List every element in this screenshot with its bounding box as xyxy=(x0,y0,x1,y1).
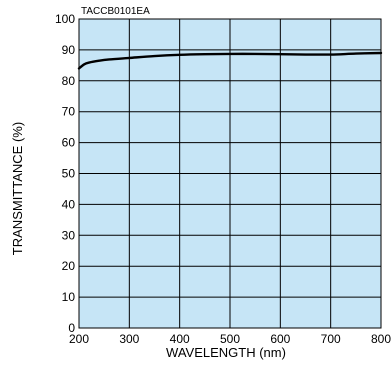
y-tick-label: 40 xyxy=(62,197,76,211)
x-tick-labels: 200 300 400 500 600 700 800 xyxy=(69,332,391,346)
x-tick-label: 200 xyxy=(69,332,89,346)
x-tick-label: 700 xyxy=(321,332,341,346)
x-tick-label: 300 xyxy=(119,332,139,346)
series-line xyxy=(77,51,383,70)
y-tick-label: 30 xyxy=(62,228,76,242)
y-tick-label: 80 xyxy=(62,74,76,88)
x-tick-label: 800 xyxy=(371,332,391,346)
x-tick-label: 500 xyxy=(220,332,240,346)
y-tick-label: 10 xyxy=(62,290,76,304)
y-tick-label: 100 xyxy=(55,12,75,26)
y-tick-label: 0 xyxy=(68,321,75,335)
x-tick-label: 400 xyxy=(170,332,190,346)
y-tick-label: 50 xyxy=(62,167,76,181)
y-tick-label: 70 xyxy=(62,105,76,119)
y-tick-label: 20 xyxy=(62,259,76,273)
y-axis-title: TRANSMITTANCE (%) xyxy=(10,122,25,255)
y-tick-label: 90 xyxy=(62,43,76,57)
x-tick-label: 600 xyxy=(270,332,290,346)
x-axis-title: WAVELENGTH (nm) xyxy=(166,345,286,360)
chart-code-label: TACCB0101EA xyxy=(81,6,150,17)
plot-frame xyxy=(78,18,382,329)
y-tick-labels: 0 10 20 30 40 50 60 70 80 90 100 xyxy=(55,12,75,335)
y-tick-label: 60 xyxy=(62,136,76,150)
series-layer xyxy=(77,51,383,70)
